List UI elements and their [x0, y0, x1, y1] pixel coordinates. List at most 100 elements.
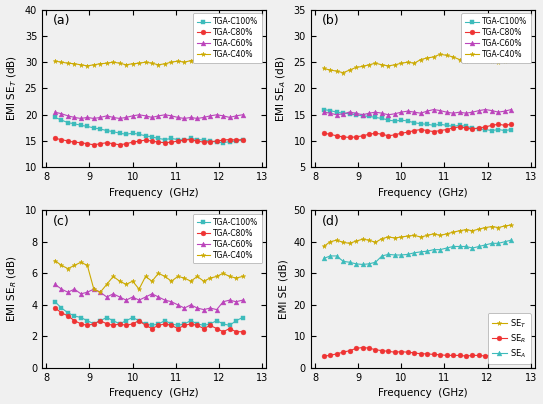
TGA-C100%: [398, 118, 405, 122]
TGA-C60%: [213, 307, 220, 312]
TGA-C40%: [116, 279, 123, 284]
TGA-C100%: [239, 138, 246, 143]
SE$_R$: [482, 354, 489, 358]
TGA-C60%: [142, 295, 149, 299]
TGA-C100%: [385, 118, 392, 122]
Line: SE$_A$: SE$_A$: [321, 238, 514, 267]
TGA-C80%: [476, 126, 482, 130]
TGA-C100%: [155, 322, 162, 326]
TGA-C100%: [239, 315, 246, 320]
SE$_R$: [378, 348, 385, 353]
TGA-C100%: [91, 322, 97, 326]
TGA-C40%: [52, 258, 58, 263]
TGA-C60%: [58, 112, 65, 116]
TGA-C60%: [411, 110, 418, 115]
TGA-C40%: [155, 62, 162, 67]
TGA-C80%: [129, 140, 136, 145]
TGA-C100%: [91, 126, 97, 130]
SE$_A$: [418, 249, 424, 254]
SE$_R$: [366, 346, 372, 351]
TGA-C100%: [233, 318, 239, 323]
SE$_T$: [508, 223, 515, 227]
SE$_R$: [333, 351, 340, 356]
TGA-C60%: [91, 116, 97, 121]
TGA-C40%: [187, 279, 194, 284]
TGA-C40%: [320, 66, 327, 71]
TGA-C80%: [52, 136, 58, 141]
TGA-C80%: [327, 132, 333, 137]
TGA-C100%: [129, 131, 136, 136]
TGA-C40%: [405, 60, 411, 65]
TGA-C60%: [65, 114, 71, 118]
SE$_R$: [327, 353, 333, 358]
TGA-C80%: [233, 138, 239, 143]
SE$_T$: [385, 235, 392, 240]
TGA-C40%: [181, 60, 188, 65]
TGA-C100%: [327, 108, 333, 113]
TGA-C80%: [213, 326, 220, 331]
TGA-C60%: [136, 298, 142, 303]
TGA-C80%: [463, 126, 469, 130]
TGA-C80%: [71, 318, 78, 323]
TGA-C60%: [129, 114, 136, 118]
TGA-C80%: [226, 326, 233, 331]
SE$_A$: [424, 249, 431, 254]
TGA-C40%: [200, 279, 207, 284]
TGA-C40%: [213, 274, 220, 279]
TGA-C60%: [239, 298, 246, 303]
TGA-C60%: [359, 112, 366, 117]
TGA-C60%: [168, 114, 175, 118]
TGA-C80%: [424, 128, 431, 133]
SE$_R$: [424, 351, 431, 356]
TGA-C80%: [175, 326, 181, 331]
TGA-C40%: [443, 53, 450, 58]
TGA-C80%: [366, 132, 372, 137]
TGA-C100%: [136, 132, 142, 137]
TGA-C100%: [207, 139, 213, 143]
TGA-C60%: [175, 115, 181, 120]
TGA-C60%: [110, 115, 116, 120]
TGA-C60%: [123, 298, 129, 303]
TGA-C60%: [437, 108, 444, 113]
SE$_R$: [385, 349, 392, 354]
TGA-C100%: [372, 115, 378, 120]
SE$_A$: [320, 256, 327, 261]
SE$_T$: [431, 231, 437, 236]
TGA-C80%: [149, 326, 155, 331]
TGA-C80%: [456, 124, 463, 129]
X-axis label: Frequency  (GHz): Frequency (GHz): [378, 388, 468, 398]
TGA-C100%: [200, 138, 207, 143]
TGA-C60%: [200, 115, 207, 120]
SE$_T$: [437, 233, 444, 238]
TGA-C60%: [398, 110, 405, 115]
TGA-C40%: [175, 274, 181, 279]
Line: SE$_T$: SE$_T$: [321, 223, 514, 249]
TGA-C80%: [469, 126, 476, 131]
TGA-C40%: [84, 263, 91, 268]
SE$_T$: [327, 239, 333, 244]
SE$_A$: [495, 241, 502, 246]
TGA-C60%: [97, 115, 104, 120]
TGA-C60%: [123, 115, 129, 120]
TGA-C40%: [340, 70, 346, 75]
TGA-C60%: [239, 112, 246, 117]
TGA-C60%: [194, 305, 200, 310]
TGA-C80%: [411, 128, 418, 133]
TGA-C80%: [437, 128, 444, 133]
TGA-C100%: [346, 112, 353, 116]
SE$_A$: [333, 254, 340, 259]
SE$_R$: [340, 350, 346, 355]
TGA-C60%: [194, 116, 200, 121]
TGA-C40%: [327, 67, 333, 72]
TGA-C60%: [385, 112, 392, 117]
SE$_R$: [353, 346, 359, 351]
TGA-C80%: [187, 322, 194, 326]
SE$_T$: [366, 238, 372, 242]
TGA-C80%: [418, 127, 424, 132]
TGA-C40%: [411, 61, 418, 66]
TGA-C100%: [482, 127, 489, 132]
TGA-C40%: [418, 57, 424, 62]
TGA-C60%: [346, 110, 353, 115]
TGA-C100%: [418, 121, 424, 126]
TGA-C100%: [52, 115, 58, 120]
